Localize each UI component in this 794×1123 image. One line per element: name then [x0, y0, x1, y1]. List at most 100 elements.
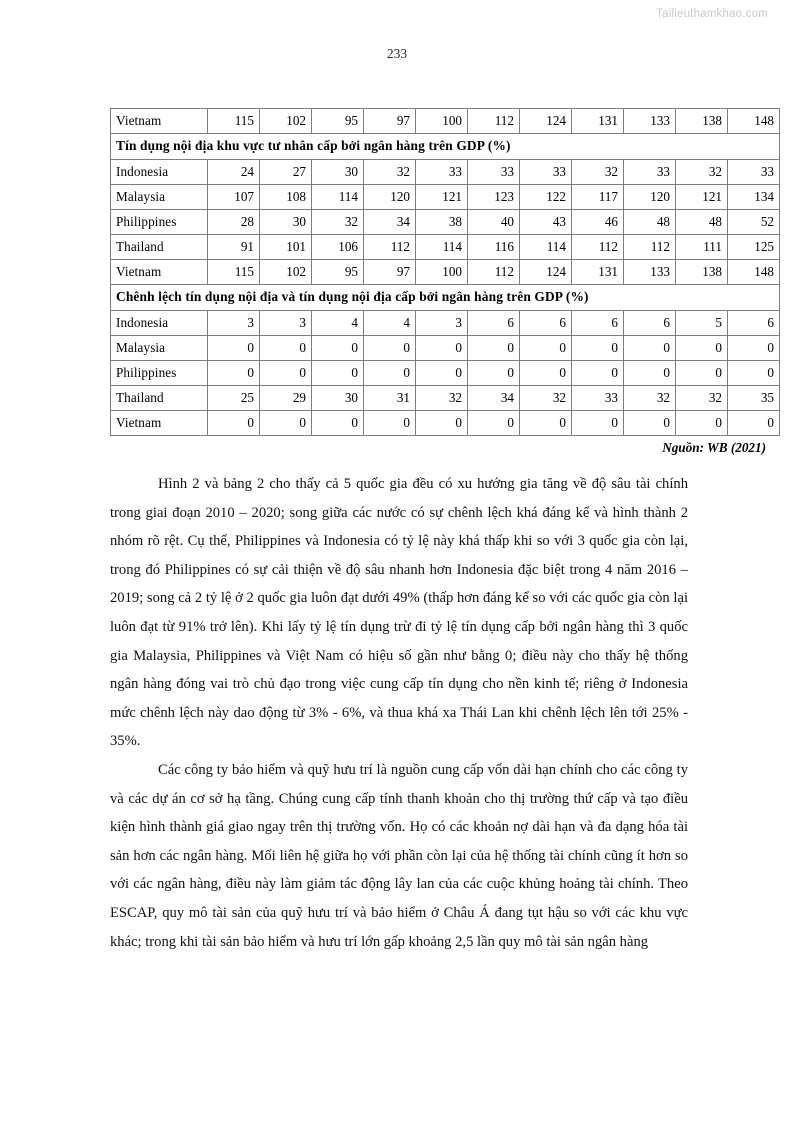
row-value: 0 [311, 410, 364, 436]
row-value: 33 [519, 159, 572, 185]
row-value: 29 [259, 385, 312, 411]
row-value: 112 [571, 234, 624, 260]
row-value: 131 [571, 108, 624, 134]
row-value: 91 [207, 234, 260, 260]
row-value: 111 [675, 234, 728, 260]
row-value: 121 [675, 184, 728, 210]
row-value: 32 [571, 159, 624, 185]
row-value: 4 [363, 310, 416, 336]
row-value: 95 [311, 259, 364, 285]
financial-depth-table: Vietnam 115 102 95 97 100 112 124 131 13… [110, 108, 780, 436]
table-row: Thailand 25 29 30 31 32 34 32 33 32 32 3… [110, 385, 780, 411]
row-value: 0 [571, 360, 624, 386]
row-value: 5 [675, 310, 728, 336]
row-value: 0 [675, 335, 728, 361]
row-value: 123 [467, 184, 520, 210]
row-label: Malaysia [110, 184, 208, 210]
row-value: 121 [415, 184, 468, 210]
row-value: 0 [259, 360, 312, 386]
row-value: 3 [415, 310, 468, 336]
row-value: 124 [519, 108, 572, 134]
row-value: 35 [727, 385, 780, 411]
row-value: 6 [623, 310, 676, 336]
row-value: 0 [571, 410, 624, 436]
row-value: 0 [259, 410, 312, 436]
row-value: 32 [623, 385, 676, 411]
row-value: 102 [259, 108, 312, 134]
row-value: 33 [415, 159, 468, 185]
row-value: 0 [207, 335, 260, 361]
row-value: 33 [727, 159, 780, 185]
row-value: 101 [259, 234, 312, 260]
paragraph: Hình 2 và bảng 2 cho thấy cả 5 quốc gia … [110, 476, 688, 750]
row-value: 0 [571, 335, 624, 361]
row-value: 0 [623, 410, 676, 436]
row-value: 125 [727, 234, 780, 260]
site-watermark: Tailieuthamkhao.com [656, 8, 768, 20]
row-value: 33 [571, 385, 624, 411]
row-value: 0 [727, 360, 780, 386]
row-value: 0 [363, 410, 416, 436]
row-value: 0 [675, 360, 728, 386]
row-value: 32 [415, 385, 468, 411]
row-value: 0 [623, 360, 676, 386]
row-value: 24 [207, 159, 260, 185]
table-section-heading-row: Tín dụng nội địa khu vực tư nhân cấp bởi… [110, 133, 780, 160]
row-label: Thailand [110, 385, 208, 411]
paragraph: Các công ty bảo hiểm và quỹ hưu trí là n… [110, 761, 688, 950]
page-content: Vietnam 115 102 95 97 100 112 124 131 13… [110, 108, 780, 956]
table-row: Indonesia 3 3 4 4 3 6 6 6 6 5 6 [110, 310, 780, 336]
row-value: 43 [519, 209, 572, 235]
table-row: Indonesia 24 27 30 32 33 33 33 32 33 32 … [110, 159, 780, 185]
row-value: 27 [259, 159, 312, 185]
table-row: Malaysia 0 0 0 0 0 0 0 0 0 0 0 [110, 335, 780, 361]
row-value: 97 [363, 108, 416, 134]
row-value: 6 [519, 310, 572, 336]
row-value: 115 [207, 259, 260, 285]
row-value: 33 [467, 159, 520, 185]
row-value: 32 [675, 159, 728, 185]
row-value: 134 [727, 184, 780, 210]
row-value: 131 [571, 259, 624, 285]
row-label: Vietnam [110, 410, 208, 436]
row-value: 33 [623, 159, 676, 185]
row-label: Vietnam [110, 259, 208, 285]
row-value: 148 [727, 108, 780, 134]
row-value: 120 [363, 184, 416, 210]
row-value: 0 [415, 335, 468, 361]
row-value: 0 [415, 360, 468, 386]
row-value: 3 [207, 310, 260, 336]
row-value: 138 [675, 259, 728, 285]
row-value: 114 [415, 234, 468, 260]
row-value: 0 [727, 410, 780, 436]
row-value: 34 [467, 385, 520, 411]
row-value: 97 [363, 259, 416, 285]
table-row: Philippines 28 30 32 34 38 40 43 46 48 4… [110, 209, 780, 235]
row-value: 138 [675, 108, 728, 134]
row-value: 30 [311, 159, 364, 185]
row-value: 124 [519, 259, 572, 285]
row-value: 0 [467, 335, 520, 361]
row-value: 0 [311, 360, 364, 386]
row-value: 133 [623, 259, 676, 285]
row-value: 30 [311, 385, 364, 411]
row-value: 3 [259, 310, 312, 336]
row-value: 0 [727, 335, 780, 361]
row-value: 100 [415, 108, 468, 134]
row-value: 0 [467, 360, 520, 386]
row-value: 0 [519, 360, 572, 386]
row-value: 114 [519, 234, 572, 260]
row-value: 0 [467, 410, 520, 436]
row-value: 108 [259, 184, 312, 210]
row-value: 112 [363, 234, 416, 260]
row-value: 32 [519, 385, 572, 411]
row-value: 0 [363, 335, 416, 361]
row-value: 0 [519, 410, 572, 436]
page-number: 233 [386, 46, 408, 61]
row-value: 6 [571, 310, 624, 336]
row-value: 107 [207, 184, 260, 210]
row-label: Vietnam [110, 108, 208, 134]
row-value: 0 [363, 360, 416, 386]
row-value: 133 [623, 108, 676, 134]
